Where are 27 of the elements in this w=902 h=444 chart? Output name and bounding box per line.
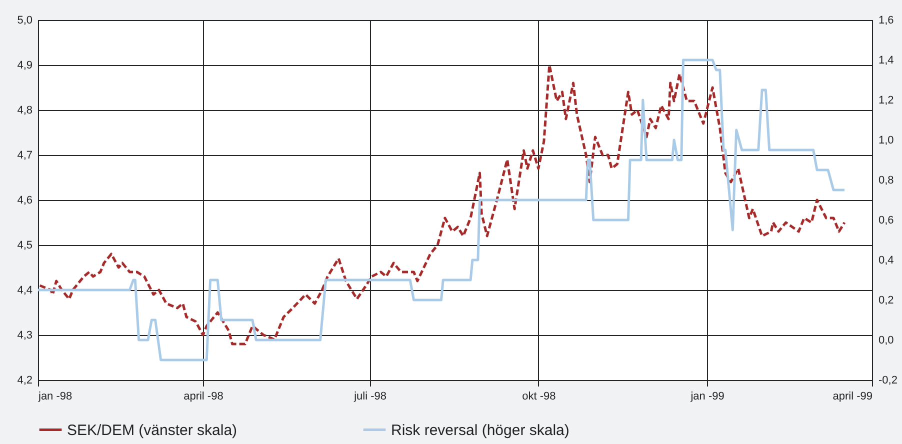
x-tick-label: jan -98 [38,390,72,402]
y2-tick-label: 1,0 [878,134,894,146]
y-tick-label: 4,5 [17,240,32,252]
y2-tick-label: 1,6 [878,14,894,26]
x-tick-label: april -98 [184,390,224,402]
y-tick-label: 4,8 [17,104,32,116]
y2-tick-label: 1,2 [878,94,894,106]
y2-tick-label: 0,8 [878,174,894,186]
y-tick-label: 4,6 [17,194,32,206]
x-tick-label: april -99 [832,390,872,402]
y2-tick-label: -0,2 [878,374,898,386]
legend-label: Risk reversal (höger skala) [391,422,570,439]
y-tick-label: 5,0 [17,14,32,26]
y-tick-label: 4,7 [17,150,32,162]
x-tick-label: juli -98 [353,390,386,402]
legend-label: SEK/DEM (vänster skala) [67,422,238,439]
y-tick-label: 4,9 [17,60,32,72]
y-tick-label: 4,3 [17,330,32,342]
y-tick-label: 4,2 [17,374,32,386]
x-tick-label: jan -99 [690,390,724,402]
x-tick-label: okt -98 [522,390,556,402]
y2-tick-label: 0,0 [878,334,894,346]
y2-tick-label: 0,4 [878,254,894,266]
y-tick-label: 4,4 [17,284,32,296]
y2-tick-label: 1,4 [878,54,894,66]
y2-tick-label: 0,6 [878,214,894,226]
y2-tick-label: 0,2 [878,294,894,306]
